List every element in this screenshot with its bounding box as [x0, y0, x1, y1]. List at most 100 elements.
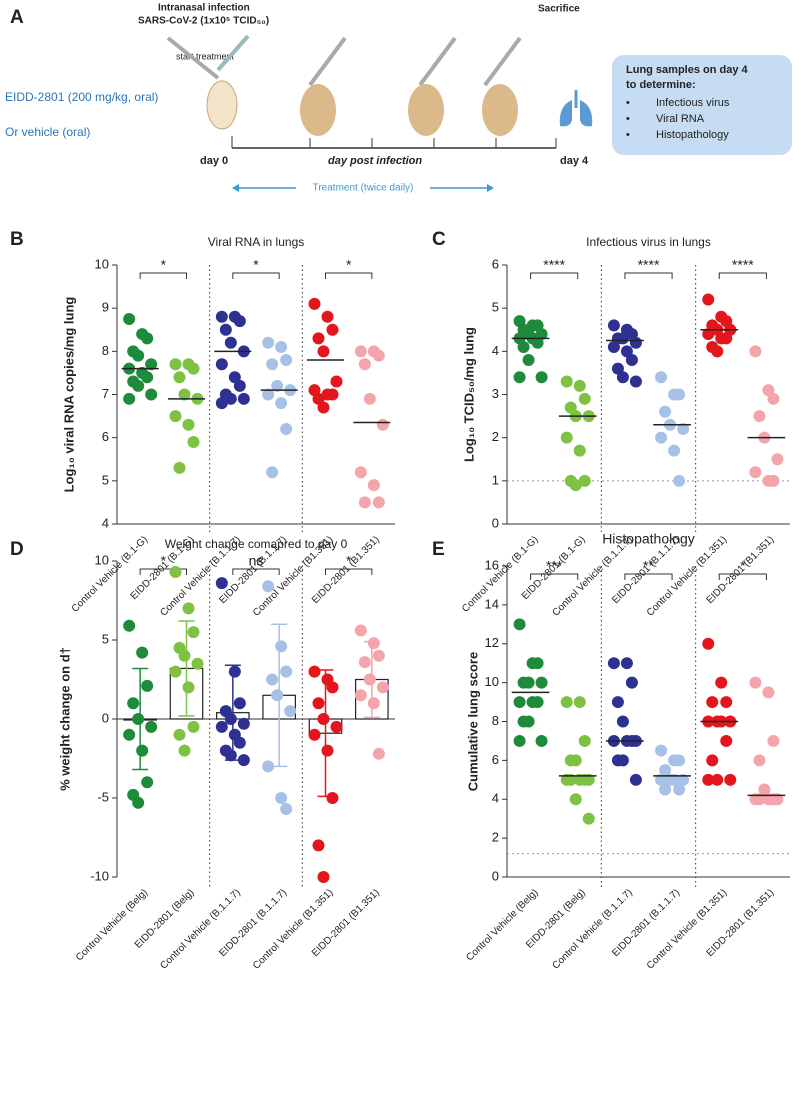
data-point: [367, 697, 380, 710]
data-point: [169, 358, 182, 371]
data-point: [560, 375, 573, 388]
data-point: [215, 577, 228, 590]
data-point: [215, 397, 228, 410]
data-point: [753, 754, 766, 767]
data-point: [191, 657, 204, 670]
data-point: [720, 734, 733, 747]
data-point: [702, 637, 715, 650]
y-axis-label: % weight change on d†: [57, 647, 72, 791]
data-point: [123, 312, 136, 325]
data-point: [141, 332, 154, 345]
data-point: [358, 656, 371, 669]
y-axis-label: Log₁₀ viral RNA copies/mg lung: [61, 297, 76, 493]
significance-label: *: [253, 257, 259, 273]
data-point: [367, 479, 380, 492]
data-point: [169, 566, 182, 579]
data-point: [187, 720, 200, 733]
data-point: [354, 345, 367, 358]
panel-letter: E: [432, 539, 445, 560]
data-point: [173, 461, 186, 474]
day-label: day 4: [560, 155, 589, 167]
y-tick-label: 0: [102, 710, 109, 725]
data-point: [215, 310, 228, 323]
data-point: [762, 686, 775, 699]
data-point: [271, 689, 284, 702]
data-point: [582, 812, 595, 825]
data-point: [535, 734, 548, 747]
data-point: [578, 734, 591, 747]
data-point: [330, 375, 343, 388]
data-point: [358, 496, 371, 509]
data-point: [522, 715, 535, 728]
y-tick-label: 4: [102, 515, 109, 530]
data-point: [569, 793, 582, 806]
y-tick-label: 3: [492, 386, 499, 401]
data-point: [753, 410, 766, 423]
data-point: [182, 602, 195, 615]
data-point: [280, 423, 293, 436]
data-point: [224, 749, 237, 762]
significance-label: ****: [543, 257, 565, 273]
panel-letter: B: [10, 229, 24, 250]
y-tick-label: 10: [95, 552, 109, 567]
data-point: [720, 332, 733, 345]
significance-label: ***: [546, 558, 563, 574]
data-point: [620, 657, 633, 670]
data-point: [625, 676, 638, 689]
data-point: [560, 431, 573, 444]
error-bar: [178, 620, 195, 717]
data-point: [308, 297, 321, 310]
data-point: [178, 744, 191, 757]
data-point: [224, 392, 237, 405]
data-point: [275, 397, 288, 410]
data-point: [749, 466, 762, 479]
y-tick-label: -10: [90, 868, 109, 883]
data-point: [702, 773, 715, 786]
data-point: [317, 345, 330, 358]
data-point: [749, 676, 762, 689]
data-point: [312, 332, 325, 345]
y-tick-label: 16: [485, 557, 499, 572]
data-point: [215, 358, 228, 371]
y-tick-label: 4: [492, 791, 499, 806]
data-point: [237, 717, 250, 730]
data-point: [275, 792, 288, 804]
data-point: [233, 736, 246, 749]
box-title: Lung samples on day 4: [626, 64, 749, 76]
data-point: [629, 375, 642, 388]
y-tick-label: 2: [492, 830, 499, 845]
data-point: [531, 336, 544, 349]
data-point: [611, 696, 624, 709]
data-point: [673, 474, 686, 487]
data-point: [513, 696, 526, 709]
significance-label: ****: [732, 257, 754, 273]
data-point: [753, 793, 766, 806]
chart-title: Weight change comapred to day 0: [165, 537, 348, 551]
significance-label: *: [346, 553, 352, 569]
data-point: [233, 315, 246, 328]
data-point: [771, 453, 784, 466]
data-point: [706, 696, 719, 709]
significance-bracket: [232, 272, 280, 279]
mouse: [482, 84, 518, 136]
data-point: [169, 665, 182, 678]
data-point: [141, 679, 154, 692]
y-tick-label: 10: [485, 674, 499, 689]
data-point: [145, 358, 158, 371]
data-point: [564, 773, 577, 786]
box-title: to determine:: [626, 79, 696, 91]
data-point: [187, 362, 200, 375]
data-point: [317, 713, 330, 725]
data-point: [767, 734, 780, 747]
data-point: [668, 444, 681, 457]
panel-a: A Intranasal infection SARS-CoV-2 (1x10⁵…: [5, 3, 792, 194]
data-point: [308, 665, 321, 678]
data-point: [237, 392, 250, 405]
data-point: [677, 423, 690, 436]
treatment-label: EIDD-2801 (200 mg/kg, oral): [5, 90, 158, 104]
data-point: [224, 336, 237, 349]
data-point: [182, 418, 195, 431]
data-point: [578, 474, 591, 487]
data-point: [569, 479, 582, 492]
data-point: [513, 618, 526, 631]
